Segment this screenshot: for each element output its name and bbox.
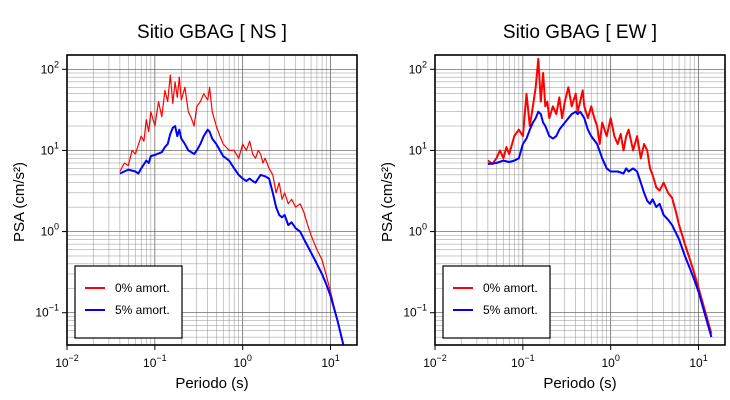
legend-entry-1: 5% amort. xyxy=(115,303,170,317)
y-tick-label: 101 xyxy=(409,140,427,157)
y-axis-ticks: 10−1 100 101 102 xyxy=(403,59,435,320)
y-tick-label: 100 xyxy=(41,222,59,239)
x-tick-label: 10−2 xyxy=(423,353,447,370)
y-tick-label: 102 xyxy=(409,59,427,76)
plot-frame xyxy=(66,54,358,346)
chart-title: Sitio GBAG [ NS ] xyxy=(137,22,287,43)
x-tick-label: 100 xyxy=(234,353,252,370)
y-tick-label: 10−1 xyxy=(35,303,59,320)
chart-panel-ew: Sitio GBAG [ EW ] 10−2 10−1 100 101 10−1 100… xyxy=(379,22,726,392)
legend-entry-1: 5% amort. xyxy=(483,303,538,317)
x-tick-label: 101 xyxy=(321,353,339,370)
legend-box xyxy=(442,265,551,339)
x-axis-ticks: 10−2 10−1 100 101 xyxy=(423,345,708,370)
series-line-1 xyxy=(119,125,345,346)
x-tick-label: 100 xyxy=(602,353,620,370)
y-axis-label: PSA (cm/s²) xyxy=(379,162,396,242)
y-tick-label: 101 xyxy=(41,140,59,157)
y-tick-label: 10−1 xyxy=(403,303,427,320)
x-tick-label: 10−2 xyxy=(55,353,79,370)
y-tick-label: 102 xyxy=(41,59,59,76)
chart-panel-ns: Sitio GBAG [ NS ] 10−2 10−1 100 101 10−1 100… xyxy=(11,22,358,392)
series-line-0 xyxy=(119,74,344,346)
y-tick-label: 100 xyxy=(409,222,427,239)
legend-box xyxy=(74,265,183,339)
series-group xyxy=(119,74,345,346)
series-line-1 xyxy=(487,110,713,338)
series-line-0 xyxy=(487,57,713,335)
x-axis-label: Periodo (s) xyxy=(175,375,248,392)
legend-entry-0: 0% amort. xyxy=(483,281,538,295)
series-group xyxy=(487,57,713,338)
y-axis-ticks: 10−1 100 101 102 xyxy=(35,59,67,320)
plot-frame xyxy=(434,54,726,346)
x-tick-label: 10−1 xyxy=(511,353,535,370)
legend: 0% amort. 5% amort. xyxy=(74,265,183,339)
x-tick-label: 101 xyxy=(689,353,707,370)
x-axis-label: Periodo (s) xyxy=(543,375,616,392)
legend: 0% amort. 5% amort. xyxy=(442,265,551,339)
x-tick-label: 10−1 xyxy=(143,353,167,370)
chart-title: Sitio GBAG [ EW ] xyxy=(503,22,657,43)
legend-entry-0: 0% amort. xyxy=(115,281,170,295)
y-axis-label: PSA (cm/s²) xyxy=(11,162,28,242)
x-axis-ticks: 10−2 10−1 100 101 xyxy=(55,345,340,370)
